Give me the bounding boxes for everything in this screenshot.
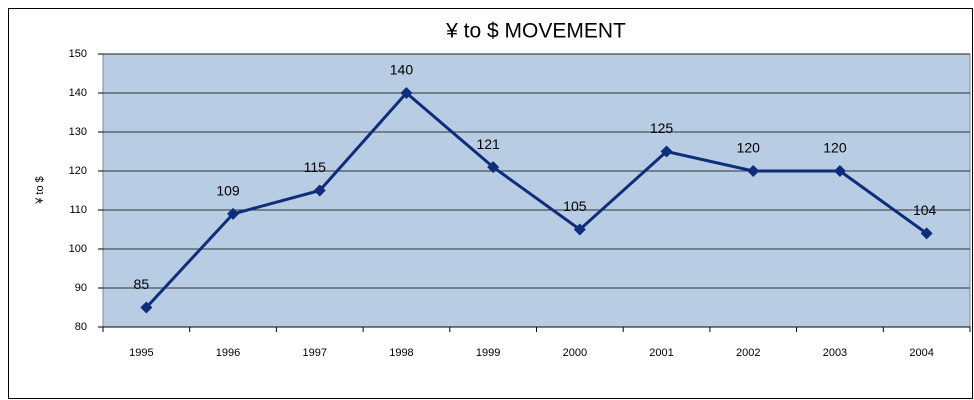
marker	[573, 223, 586, 236]
marker	[313, 184, 326, 197]
data-label: 109	[216, 183, 240, 199]
x-tick-label: 1995	[129, 347, 153, 359]
x-tick-label: 1996	[216, 347, 240, 359]
data-label: 120	[823, 140, 847, 156]
data-label: 104	[913, 202, 937, 218]
y-axis-label: ¥ to $	[34, 176, 46, 205]
plot-area	[102, 53, 971, 328]
x-tick-label: 2004	[909, 347, 933, 359]
y-tick-label: 110	[69, 204, 87, 216]
data-label: 85	[134, 276, 150, 292]
marker	[747, 165, 760, 177]
y-tick-label: 90	[75, 282, 87, 294]
y-tick-label: 140	[69, 87, 87, 99]
x-tick-label: 1997	[303, 347, 327, 359]
data-label: 115	[304, 159, 327, 175]
data-label: 105	[563, 198, 587, 214]
x-tick-label: 2000	[563, 347, 587, 359]
x-tick-label: 1998	[389, 347, 413, 359]
marker	[660, 145, 673, 158]
x-tick-label: 2002	[736, 347, 760, 359]
marker	[920, 227, 933, 240]
y-tick-label: 120	[69, 165, 87, 177]
y-tick-label: 130	[69, 126, 87, 138]
line	[145, 90, 928, 309]
x-tick-label: 2003	[823, 347, 847, 359]
marker	[487, 161, 500, 174]
marker	[400, 87, 413, 99]
data-label: 120	[737, 140, 761, 156]
marker	[140, 301, 153, 314]
marker	[833, 165, 846, 177]
marker	[227, 207, 240, 220]
y-tick-label: 80	[75, 321, 87, 333]
chart-title: ¥ to $ MOVEMENT	[445, 20, 626, 43]
y-tick-label: 150	[69, 48, 87, 60]
x-tick-label: 1999	[476, 347, 500, 359]
data-label: 140	[390, 62, 414, 78]
data-label: 125	[650, 120, 674, 136]
y-tick-label: 100	[69, 243, 87, 255]
data-label: 121	[476, 136, 500, 152]
x-tick-label: 2001	[649, 347, 673, 359]
